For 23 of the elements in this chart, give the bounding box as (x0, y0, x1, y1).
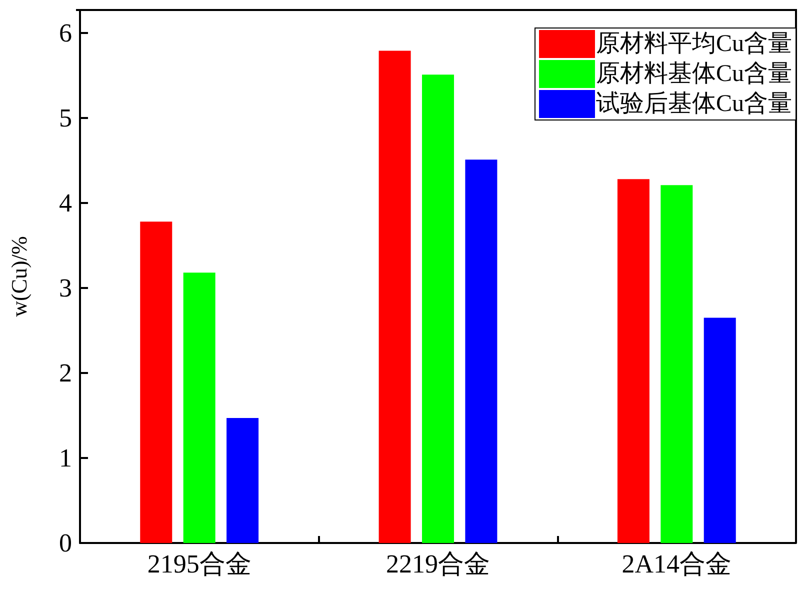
x-tick-label: 2A14合金 (622, 550, 732, 578)
y-tick-label: 5 (59, 103, 72, 132)
y-tick-label: 0 (59, 528, 72, 558)
y-axis-title: w(Cu)/% (6, 236, 32, 317)
y-tick-label: 2 (59, 358, 72, 388)
y-tick-label: 3 (59, 273, 72, 302)
y-tick-label: 1 (59, 443, 72, 472)
y-tick-label: 6 (59, 18, 72, 48)
bar (226, 418, 259, 543)
bar (183, 272, 216, 543)
bar (422, 74, 454, 543)
legend-label: 试验后基体Cu含量 (596, 91, 792, 117)
bar (617, 179, 650, 543)
legend-label: 原材料基体Cu含量 (596, 61, 792, 87)
legend-label: 原材料平均Cu含量 (596, 31, 792, 57)
bar (140, 222, 172, 543)
bar (660, 185, 693, 543)
bar (465, 160, 498, 543)
bar (704, 318, 736, 543)
y-tick-label: 4 (59, 188, 72, 218)
bar (378, 50, 411, 543)
x-tick-label: 2219合金 (386, 550, 490, 578)
x-tick-label: 2195合金 (147, 550, 252, 578)
